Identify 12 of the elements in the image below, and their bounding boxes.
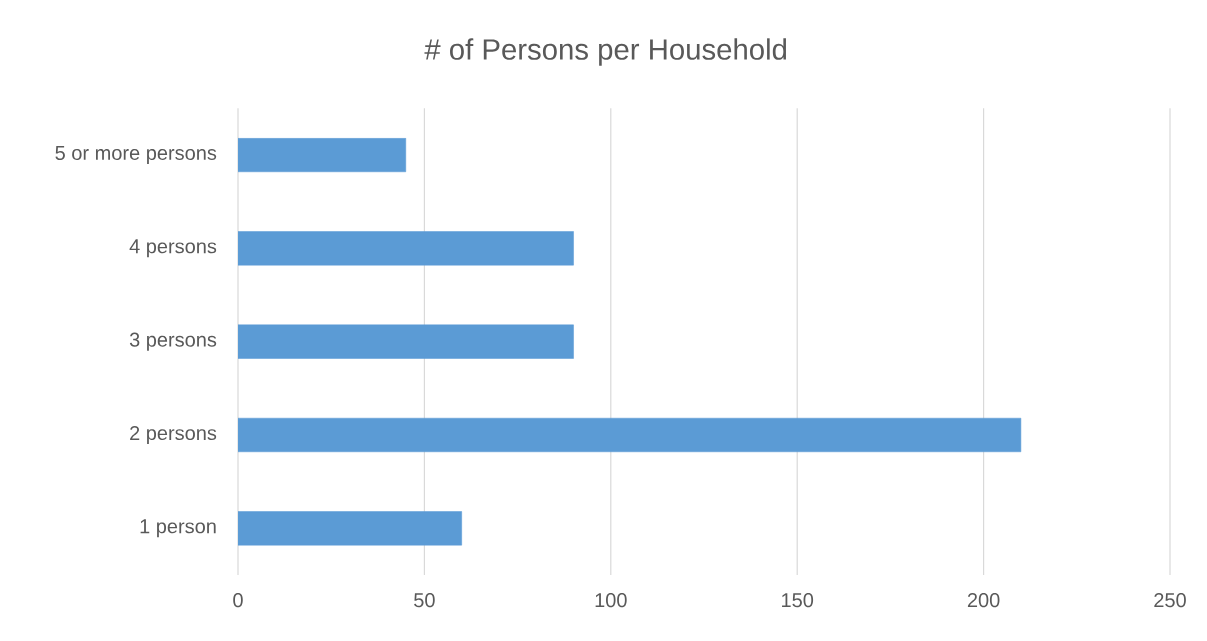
x-tick-label: 50: [414, 593, 435, 608]
y-tick-label: 5 or more persons: [55, 146, 217, 164]
x-tick-label: 0: [233, 593, 243, 608]
x-tick-label: 100: [595, 593, 627, 608]
y-tick-label: 4 persons: [129, 239, 217, 258]
y-tick-label: 2 persons: [130, 425, 217, 445]
x-tick-label: 200: [967, 593, 1000, 608]
chart-title: # of Persons per Household: [424, 38, 787, 66]
x-tick-label: 250: [1154, 593, 1186, 608]
y-tick-label: 1 person: [140, 519, 216, 538]
x-tick-label: 150: [782, 593, 814, 608]
y-tick-label: 3 persons: [129, 332, 217, 351]
